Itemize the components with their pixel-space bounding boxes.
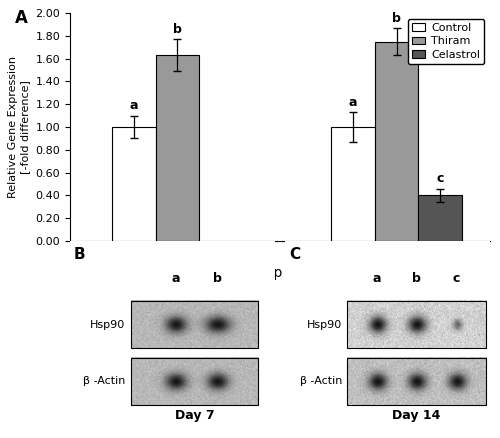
Text: b: b xyxy=(392,11,401,25)
Text: a: a xyxy=(349,96,358,109)
X-axis label: Hsp 90: Hsp 90 xyxy=(256,266,304,280)
Text: A: A xyxy=(16,9,28,27)
Bar xyxy=(156,55,199,241)
Text: b: b xyxy=(412,272,420,285)
Text: Day 7: Day 7 xyxy=(175,409,215,422)
Text: b: b xyxy=(173,23,182,36)
Text: a: a xyxy=(130,99,138,112)
Text: b: b xyxy=(214,272,222,285)
Text: Hsp90: Hsp90 xyxy=(90,320,126,330)
Bar xyxy=(418,195,462,241)
Bar xyxy=(332,127,375,241)
Text: B: B xyxy=(74,247,86,261)
Text: Day 14: Day 14 xyxy=(392,409,440,422)
Text: Hsp90: Hsp90 xyxy=(307,320,342,330)
Legend: Control, Thiram, Celastrol: Control, Thiram, Celastrol xyxy=(408,19,484,64)
Bar xyxy=(375,42,418,241)
Text: β -Actin: β -Actin xyxy=(83,376,126,386)
Bar xyxy=(346,358,486,405)
Text: c: c xyxy=(453,272,460,285)
Bar xyxy=(132,301,258,348)
Bar xyxy=(132,358,258,405)
Text: c: c xyxy=(436,172,444,185)
Text: a: a xyxy=(172,272,180,285)
Bar xyxy=(346,301,486,348)
Text: β -Actin: β -Actin xyxy=(300,376,343,386)
Bar xyxy=(112,127,156,241)
Text: C: C xyxy=(289,247,300,261)
Text: a: a xyxy=(373,272,382,285)
Y-axis label: Relative Gene Expression
[-fold difference]: Relative Gene Expression [-fold differen… xyxy=(8,56,30,198)
